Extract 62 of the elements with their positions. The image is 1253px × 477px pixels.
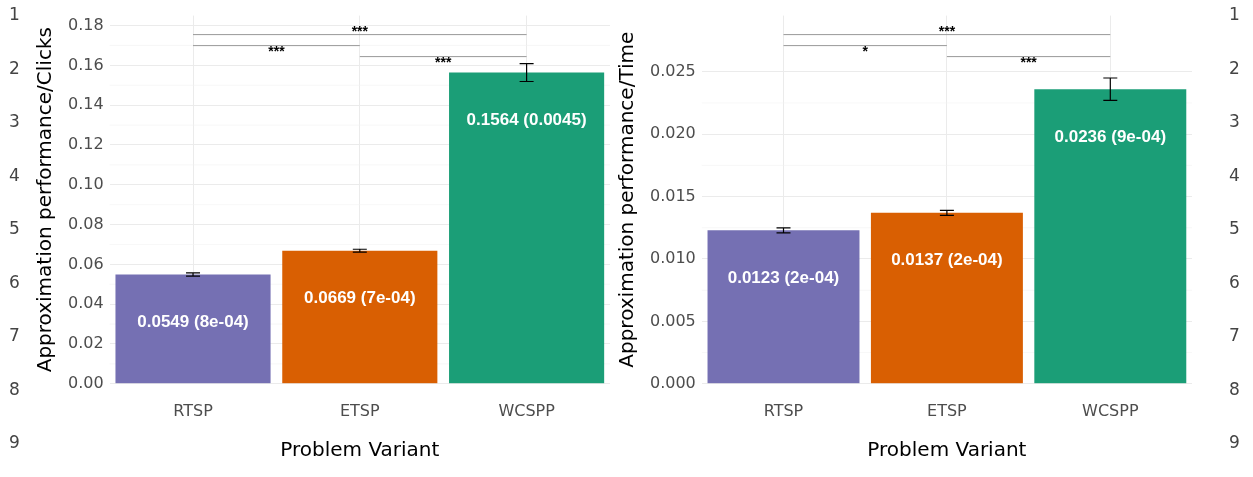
- y-tick-label: 0.00: [68, 372, 104, 392]
- annotation: *: [862, 43, 869, 60]
- text: 7: [1229, 325, 1240, 345]
- y-axis-title: Approximation performance/Time: [614, 31, 639, 368]
- text: 1: [1229, 4, 1240, 24]
- bar: [282, 250, 438, 384]
- y-tick-label: 0.18: [68, 14, 104, 34]
- text: 9: [1229, 432, 1240, 452]
- x-tick-label: ETSP: [339, 400, 381, 420]
- text: 3: [1229, 111, 1240, 131]
- bar: [707, 230, 860, 384]
- y-tick-label: 0.020: [649, 123, 696, 143]
- x-axis-title: Problem Variant: [867, 437, 1027, 462]
- data-label: 0.1564 (0.0045): [466, 110, 587, 130]
- text: 9: [9, 432, 20, 452]
- bar: [449, 72, 605, 384]
- y-axis-title: Approximation performance/Clicks: [32, 27, 57, 373]
- y-tick-label: 0.08: [68, 213, 104, 233]
- text: 7: [9, 325, 20, 345]
- x-tick-label: RTSP: [763, 400, 804, 420]
- x-tick-label: RTSP: [173, 400, 214, 420]
- y-tick-label: 0.14: [68, 94, 104, 114]
- y-tick-label: 0.02: [68, 333, 104, 353]
- x-tick-label: ETSP: [927, 400, 968, 420]
- data-label: 0.0549 (8e-04): [137, 312, 249, 332]
- y-tick-label: 0.015: [649, 185, 696, 205]
- data-label: 0.0123 (2e-04): [727, 267, 840, 287]
- text: 6: [1229, 271, 1240, 292]
- text: 5: [1229, 218, 1240, 238]
- x-tick-label: WCSPP: [498, 400, 556, 420]
- text: 8: [1229, 378, 1240, 399]
- text: 6: [9, 271, 20, 292]
- y-tick-label: 0.000: [649, 372, 696, 392]
- annotation: ***: [435, 54, 452, 71]
- annotation: ***: [1020, 54, 1038, 71]
- data-label: 0.0137 (2e-04): [891, 250, 1003, 270]
- y-tick-label: 0.025: [649, 60, 696, 80]
- text: 8: [9, 378, 20, 399]
- y-tick-label: 0.005: [649, 310, 696, 330]
- text: 2: [9, 57, 20, 78]
- bar: [1034, 89, 1187, 384]
- y-tick-label: 0.10: [68, 173, 104, 193]
- text: 4: [9, 164, 20, 185]
- y-tick-label: 0.16: [68, 54, 104, 74]
- data-label: 0.0236 (9e-04): [1054, 126, 1167, 146]
- text: 5: [9, 218, 20, 238]
- text: 4: [1229, 164, 1240, 185]
- text: 1: [9, 4, 20, 24]
- bar: [115, 274, 271, 384]
- text: 2: [1229, 57, 1240, 78]
- x-tick-label: WCSPP: [1082, 400, 1139, 420]
- y-tick-label: 0.04: [68, 293, 104, 313]
- annotation: ***: [938, 23, 956, 40]
- annotation: ***: [268, 43, 286, 60]
- y-tick-label: 0.010: [649, 248, 696, 268]
- annotation: ***: [351, 23, 369, 40]
- text: 3: [9, 111, 20, 131]
- y-tick-label: 0.12: [68, 134, 104, 154]
- y-tick-label: 0.06: [68, 253, 104, 273]
- data-label: 0.0669 (7e-04): [304, 288, 416, 308]
- bar: [870, 212, 1023, 384]
- x-axis-title: Problem Variant: [280, 437, 440, 462]
